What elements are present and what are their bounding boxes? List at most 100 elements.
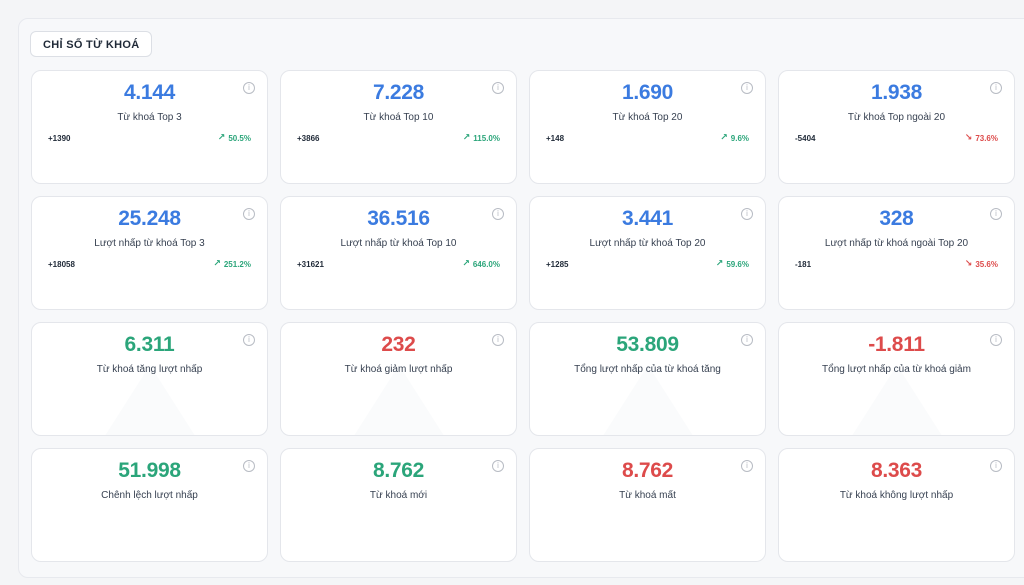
- metric-card-outside-top20-clicks: 328 Lượt nhấp từ khoá ngoài Top 20 i -18…: [778, 196, 1015, 310]
- metrics-grid: 4.144 Từ khoá Top 3 i +1390 ↗ 50.5% 7.228…: [31, 70, 1015, 562]
- metric-value: 8.363: [870, 459, 923, 482]
- trend-percent: 73.6%: [975, 133, 998, 143]
- metric-label: Từ khoá Top 20: [612, 112, 683, 123]
- info-icon[interactable]: i: [741, 208, 753, 220]
- metric-card-click-difference: 51.998 Chênh lệch lượt nhấp i: [31, 448, 268, 562]
- section-title: CHỈ SỐ TỪ KHOÁ: [30, 31, 153, 57]
- trend-percent: 251.2%: [223, 259, 251, 269]
- metric-value: 25.248: [118, 207, 181, 230]
- trend-percent: 59.6%: [726, 259, 749, 269]
- metric-delta: +18058: [48, 260, 75, 269]
- metric-delta: -181: [795, 260, 812, 269]
- metric-value: -1.811: [868, 333, 925, 356]
- metric-value: 6.311: [124, 333, 175, 356]
- metric-card-top3-clicks: 25.248 Lượt nhấp từ khoá Top 3 i +18058 …: [31, 196, 268, 310]
- metric-label: Tổng lượt nhấp của từ khoá tăng: [574, 364, 721, 375]
- metric-label: Lượt nhấp từ khoá Top 10: [340, 238, 457, 249]
- metric-value: 7.228: [372, 81, 425, 104]
- info-icon[interactable]: i: [741, 334, 753, 346]
- metric-card-total-clicks-up: 53.809 Tổng lượt nhấp của từ khoá tăng i: [529, 322, 766, 436]
- trend-percent: 115.0%: [473, 133, 500, 143]
- info-icon[interactable]: i: [492, 82, 504, 94]
- metric-value: 36.516: [367, 207, 430, 230]
- info-icon[interactable]: i: [243, 334, 255, 346]
- trend-up-icon: ↗: [720, 133, 728, 143]
- info-icon[interactable]: i: [492, 460, 504, 472]
- metric-card-keywords-clicks-up: 6.311 Từ khoá tăng lượt nhấp i: [31, 322, 268, 436]
- metric-delta: +3866: [297, 134, 320, 143]
- metric-value: 1.690: [621, 81, 674, 104]
- metric-label: Từ khoá tăng lượt nhấp: [96, 364, 203, 375]
- trend-down-icon: ↘: [964, 133, 973, 143]
- metric-value: 232: [381, 333, 416, 356]
- metric-trend: ↗ 115.0%: [463, 133, 500, 143]
- metric-trend: ↘ 73.6%: [965, 133, 998, 143]
- info-icon[interactable]: i: [492, 208, 504, 220]
- trend-down-icon: ↘: [964, 259, 973, 269]
- metric-card-new-keywords: 8.762 Từ khoá mới i: [280, 448, 517, 562]
- metric-value: 328: [879, 207, 914, 230]
- metric-label: Chênh lệch lượt nhấp: [101, 490, 198, 501]
- metric-label: Từ khoá mất: [619, 490, 676, 501]
- info-icon[interactable]: i: [990, 460, 1002, 472]
- info-icon[interactable]: i: [990, 82, 1002, 94]
- card-background-shape: [826, 365, 967, 435]
- metric-card-lost-keywords: 8.762 Từ khoá mất i: [529, 448, 766, 562]
- metric-card-top20-keywords: 1.690 Từ khoá Top 20 i +148 ↗ 9.6%: [529, 70, 766, 184]
- metric-card-top10-clicks: 36.516 Lượt nhấp từ khoá Top 10 i +31621…: [280, 196, 517, 310]
- card-background-shape: [577, 365, 718, 435]
- card-background-shape: [79, 365, 220, 435]
- card-background-shape: [328, 365, 469, 435]
- metric-value: 3.441: [621, 207, 674, 230]
- metric-card-no-click-keywords: 8.363 Từ khoá không lượt nhấp i: [778, 448, 1015, 562]
- trend-percent: 646.0%: [472, 259, 500, 269]
- info-icon[interactable]: i: [243, 460, 255, 472]
- metric-label: Từ khoá Top 3: [117, 112, 182, 123]
- metric-value: 8.762: [372, 459, 425, 482]
- metric-trend: ↗ 50.5%: [218, 133, 251, 143]
- metric-value: 51.998: [118, 459, 181, 482]
- metric-label: Từ khoá không lượt nhấp: [839, 490, 954, 501]
- metric-value: 53.809: [616, 333, 679, 356]
- trend-up-icon: ↗: [462, 259, 470, 269]
- metric-label: Từ khoá Top ngoài 20: [847, 112, 946, 123]
- info-icon[interactable]: i: [741, 82, 753, 94]
- metric-label: Từ khoá giảm lượt nhấp: [344, 364, 453, 375]
- trend-up-icon: ↗: [213, 259, 221, 269]
- metric-delta: +31621: [297, 260, 324, 269]
- metric-card-top20-clicks: 3.441 Lượt nhấp từ khoá Top 20 i +1285 ↗…: [529, 196, 766, 310]
- metric-card-top3-keywords: 4.144 Từ khoá Top 3 i +1390 ↗ 50.5%: [31, 70, 268, 184]
- info-icon[interactable]: i: [741, 460, 753, 472]
- metric-label: Lượt nhấp từ khoá Top 3: [94, 238, 205, 249]
- metric-value: 8.762: [621, 459, 674, 482]
- info-icon[interactable]: i: [990, 208, 1002, 220]
- metric-delta: +1390: [48, 134, 71, 143]
- trend-percent: 35.6%: [975, 259, 998, 269]
- metric-label: Lượt nhấp từ khoá ngoài Top 20: [824, 238, 969, 249]
- metric-label: Lượt nhấp từ khoá Top 20: [589, 238, 706, 249]
- metric-trend: ↗ 59.6%: [716, 259, 749, 269]
- metric-label: Từ khoá mới: [369, 490, 428, 501]
- metric-delta: +148: [546, 134, 565, 143]
- metric-value: 4.144: [123, 81, 176, 104]
- metric-card-outside-top20-keywords: 1.938 Từ khoá Top ngoài 20 i -5404 ↘ 73.6…: [778, 70, 1015, 184]
- metric-card-total-clicks-down: -1.811 Tổng lượt nhấp của từ khoá giảm i: [778, 322, 1015, 436]
- metric-delta: -5404: [795, 134, 816, 143]
- trend-up-icon: ↗: [462, 133, 471, 143]
- metric-trend: ↗ 9.6%: [720, 133, 749, 143]
- keyword-metrics-panel: CHỈ SỐ TỪ KHOÁ 4.144 Từ khoá Top 3 i +13…: [18, 18, 1024, 578]
- info-icon[interactable]: i: [990, 334, 1002, 346]
- info-icon[interactable]: i: [243, 82, 255, 94]
- trend-up-icon: ↗: [217, 133, 226, 143]
- metric-value: 1.938: [870, 81, 923, 104]
- info-icon[interactable]: i: [243, 208, 255, 220]
- trend-up-icon: ↗: [715, 259, 724, 269]
- metric-trend: ↗ 251.2%: [213, 259, 251, 269]
- trend-percent: 9.6%: [730, 133, 749, 143]
- info-icon[interactable]: i: [492, 334, 504, 346]
- metric-label: Tổng lượt nhấp của từ khoá giảm: [822, 364, 971, 375]
- metric-trend: ↗ 646.0%: [462, 259, 500, 269]
- metric-label: Từ khoá Top 10: [363, 112, 434, 123]
- metric-card-top10-keywords: 7.228 Từ khoá Top 10 i +3866 ↗ 115.0%: [280, 70, 517, 184]
- trend-percent: 50.5%: [228, 133, 251, 143]
